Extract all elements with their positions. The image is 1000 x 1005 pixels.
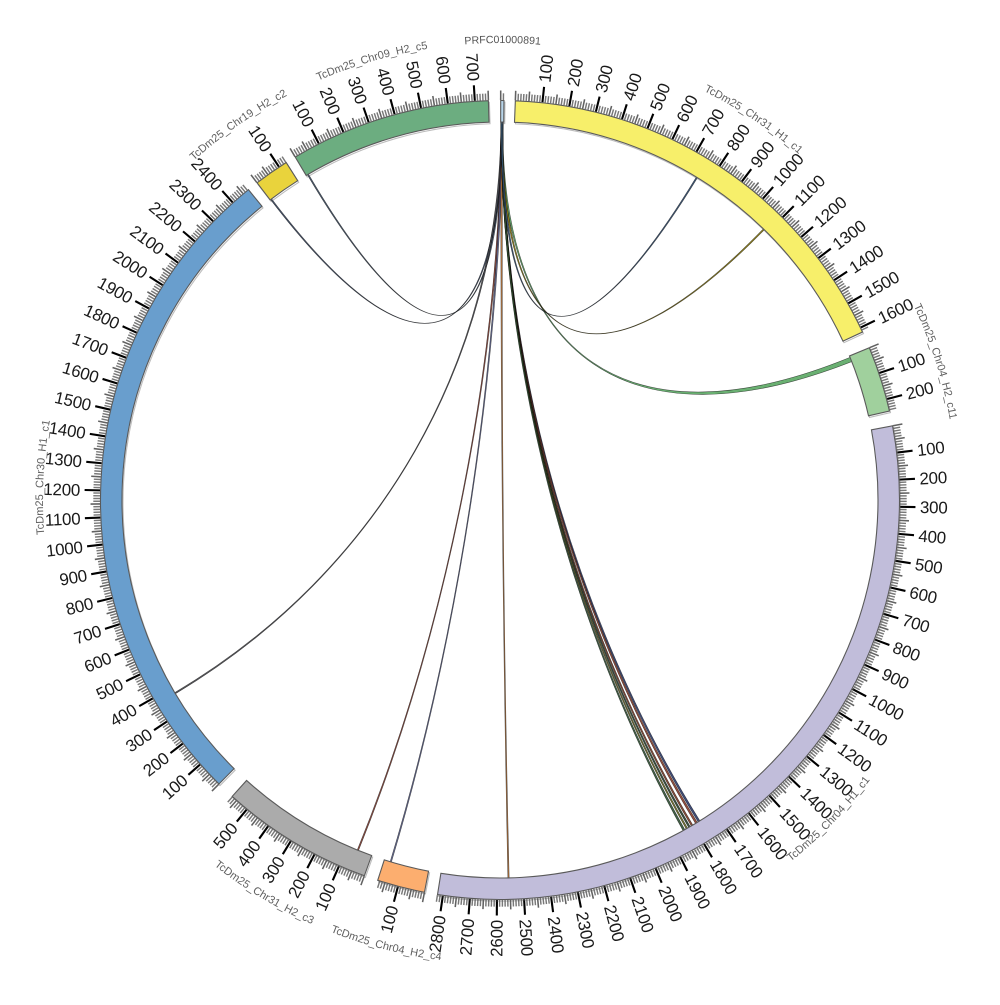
svg-text:2500: 2500 [515, 919, 536, 957]
svg-text:PRFC01000891: PRFC01000891 [464, 34, 541, 48]
svg-text:1300: 1300 [44, 449, 82, 471]
svg-text:400: 400 [918, 527, 947, 548]
svg-text:1000: 1000 [45, 538, 84, 561]
svg-text:700: 700 [462, 53, 483, 82]
svg-text:300: 300 [920, 498, 948, 517]
svg-text:2700: 2700 [456, 918, 478, 956]
svg-text:2600: 2600 [487, 920, 506, 957]
svg-text:100: 100 [916, 438, 946, 460]
svg-text:1100: 1100 [45, 509, 81, 530]
svg-text:1200: 1200 [43, 480, 80, 500]
svg-text:200: 200 [919, 468, 948, 488]
svg-text:600: 600 [432, 55, 454, 85]
svg-text:100: 100 [536, 54, 558, 83]
